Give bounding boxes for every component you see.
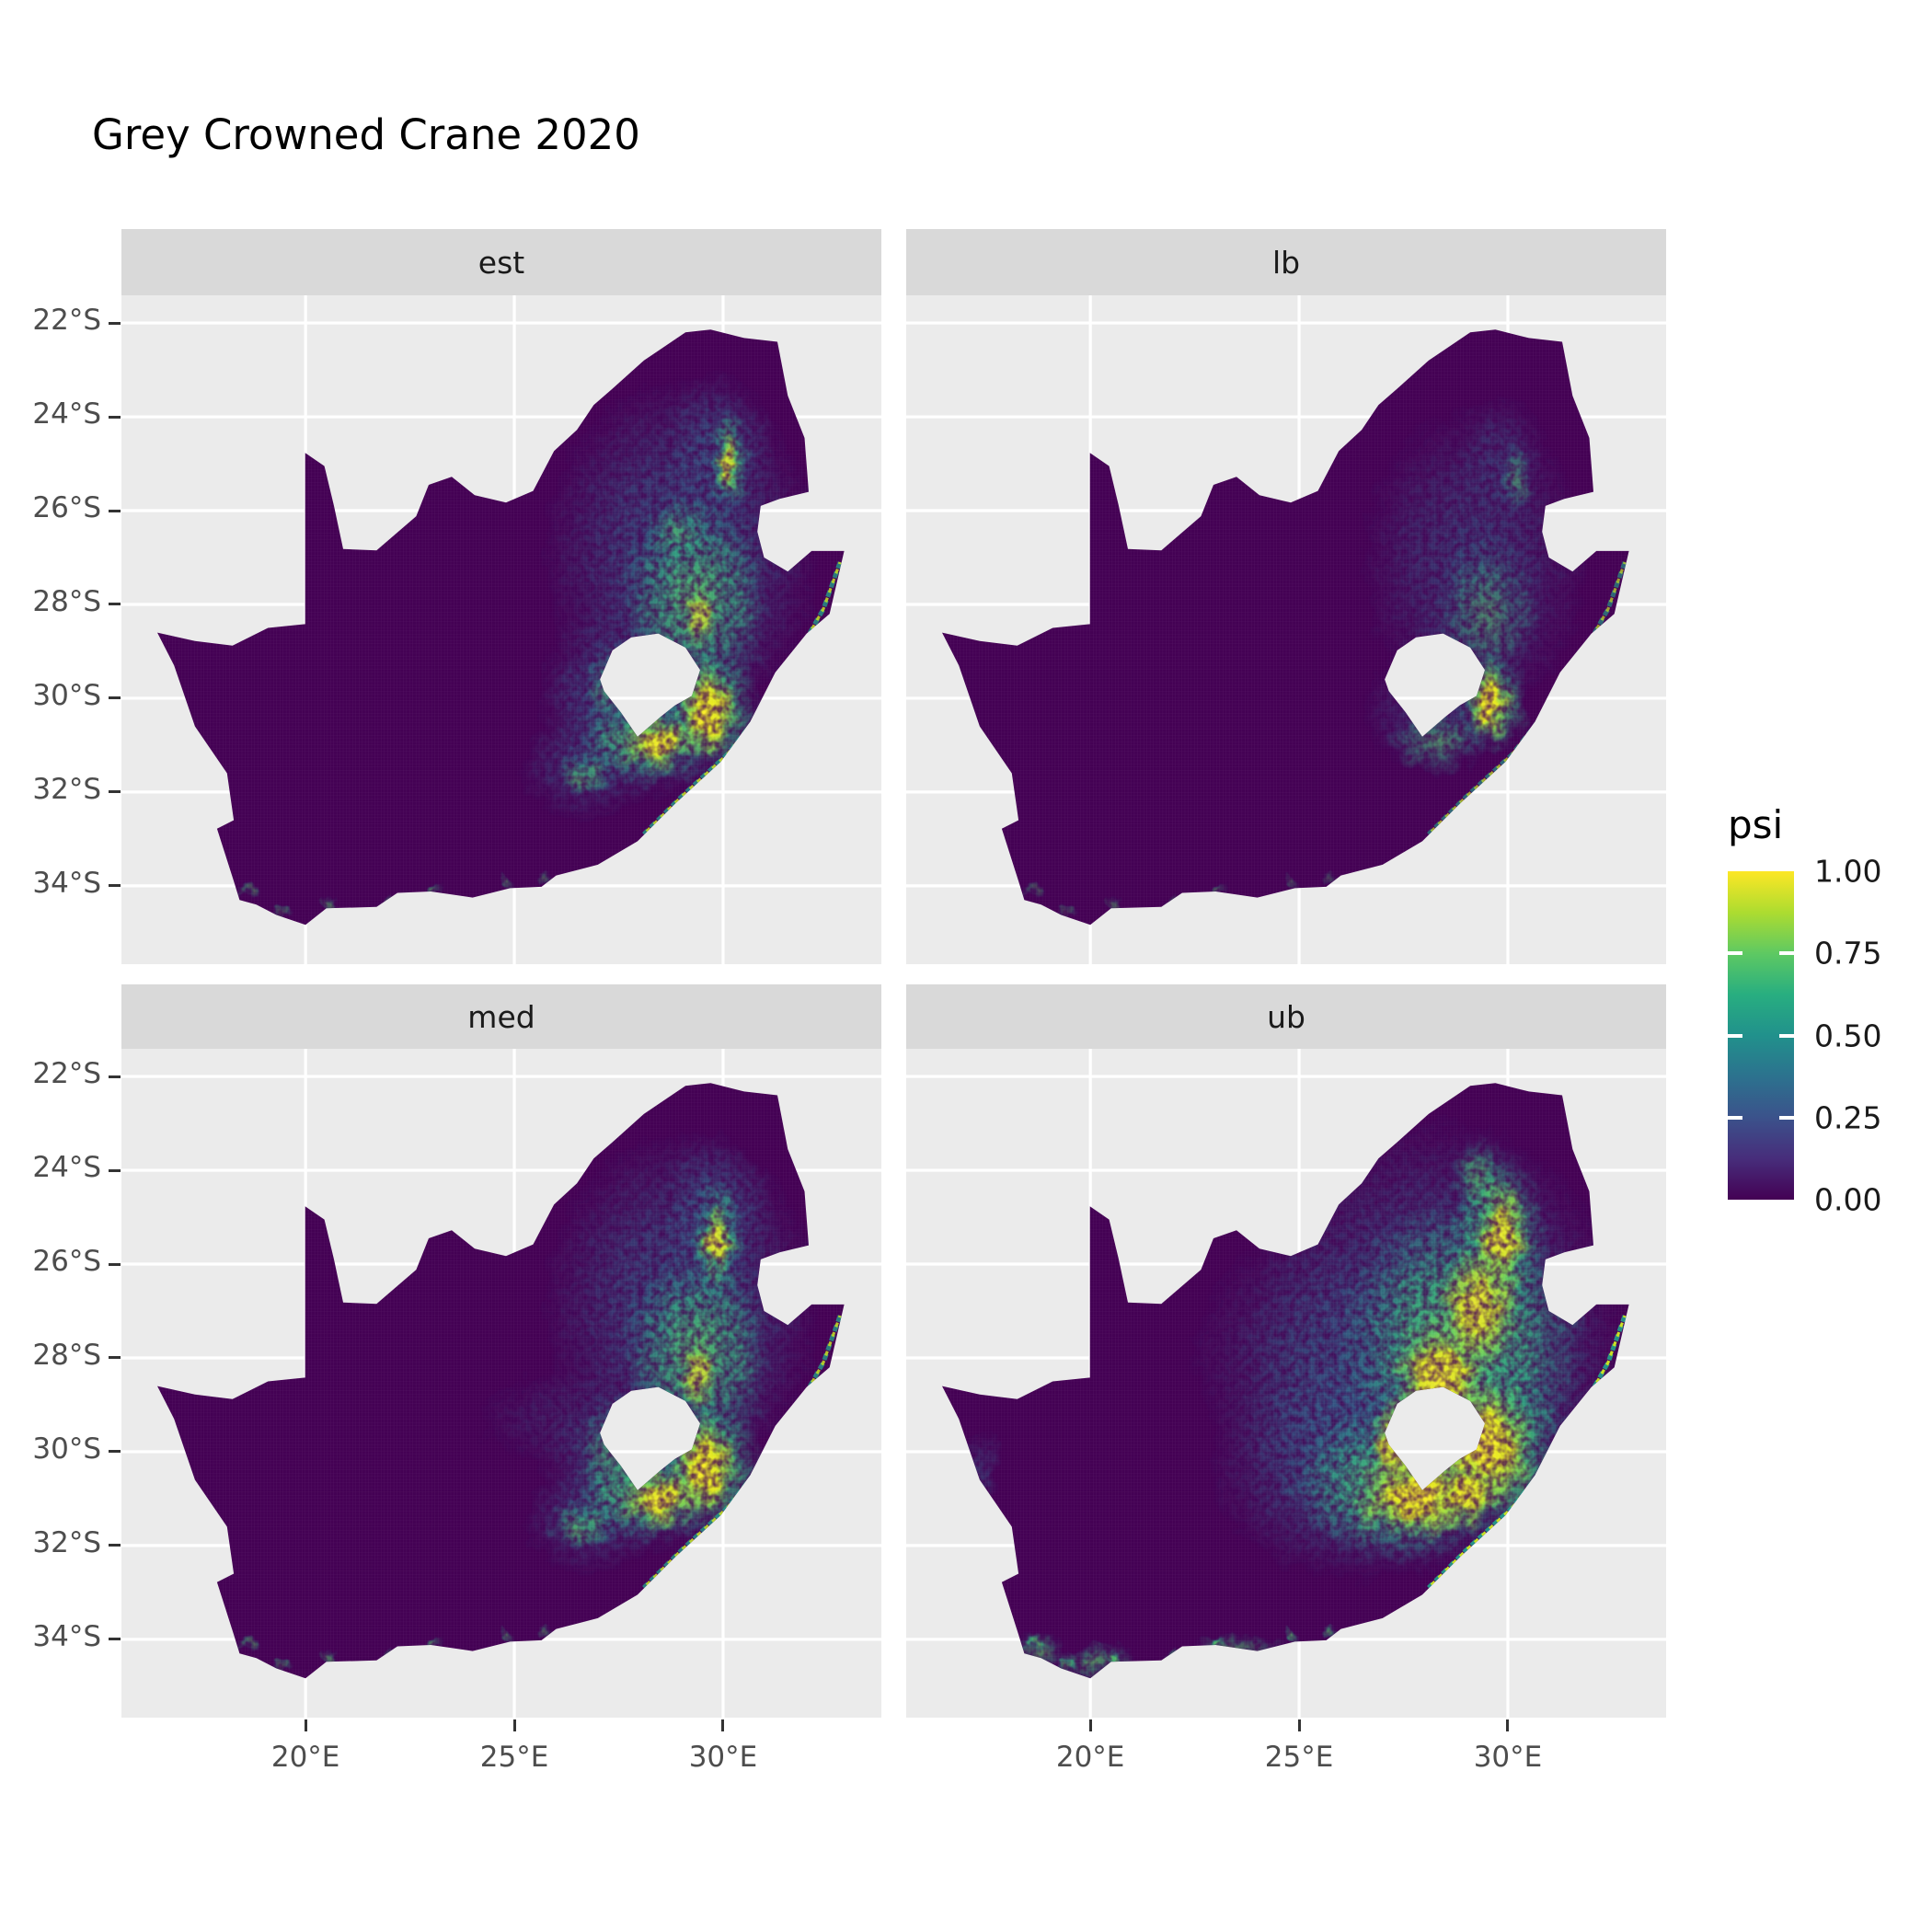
facet-strip-label: est: [477, 244, 525, 281]
y-axis-tick: [109, 1356, 121, 1360]
x-axis-label: 30°E: [688, 1741, 758, 1774]
facet-panel-lb: [906, 295, 1666, 968]
facet-map-ub: [906, 1049, 1666, 1718]
y-axis-label: 22°S: [32, 304, 101, 338]
plot-title: Grey Crowned Crane 2020: [92, 110, 640, 159]
legend-tick-label: 0.25: [1814, 1099, 1882, 1136]
legend-tick: [1728, 951, 1742, 956]
facet-strip-label: ub: [1267, 998, 1305, 1035]
y-axis-label: 26°S: [32, 1245, 101, 1278]
y-axis-tick: [109, 1638, 121, 1641]
x-axis-label: 25°E: [479, 1741, 549, 1774]
y-axis-tick: [109, 696, 121, 700]
legend-tick: [1779, 1115, 1794, 1120]
y-axis-label: 22°S: [32, 1057, 101, 1091]
legend-title: psi: [1728, 802, 1784, 847]
facet-panel-ub: [906, 1049, 1666, 1721]
x-axis-tick: [512, 1719, 516, 1731]
y-axis-label: 30°S: [32, 1432, 101, 1466]
y-axis-tick: [109, 321, 121, 325]
facet-strip-lb: lb: [906, 229, 1666, 295]
y-axis-tick: [109, 1168, 121, 1172]
legend-tick-label: 0.00: [1814, 1181, 1882, 1218]
facet-map-lb: [906, 295, 1666, 964]
y-axis-tick: [109, 509, 121, 512]
x-axis-tick: [1088, 1719, 1092, 1731]
x-axis-label: 20°E: [1055, 1741, 1125, 1774]
facet-panel-est: [121, 295, 881, 968]
y-axis-label: 34°S: [32, 866, 101, 900]
legend-tick: [1728, 1033, 1742, 1038]
facet-strip-med: med: [121, 984, 881, 1049]
y-axis-label: 24°S: [32, 397, 101, 431]
y-axis-label: 28°S: [32, 1338, 101, 1372]
y-axis-label: 28°S: [32, 584, 101, 618]
facet-map-est: [121, 295, 881, 964]
facet-panel-med: [121, 1049, 881, 1721]
facet-map-med: [121, 1049, 881, 1718]
y-axis-tick: [109, 603, 121, 606]
legend-tick: [1728, 1115, 1742, 1120]
y-axis-label: 32°S: [32, 772, 101, 806]
x-axis-label: 20°E: [270, 1741, 340, 1774]
y-axis-tick: [109, 1450, 121, 1454]
y-axis-label: 26°S: [32, 491, 101, 524]
x-axis-tick: [1297, 1719, 1301, 1731]
facet-strip-label: lb: [1271, 244, 1301, 281]
y-axis-tick: [109, 1075, 121, 1078]
y-axis-tick: [109, 790, 121, 794]
y-axis-tick: [109, 1262, 121, 1266]
legend-tick: [1779, 951, 1794, 956]
x-axis-tick: [721, 1719, 725, 1731]
legend-tick-label: 0.75: [1814, 935, 1882, 972]
facet-strip-label: med: [467, 998, 535, 1035]
facet-strip-est: est: [121, 229, 881, 295]
facet-strip-ub: ub: [906, 984, 1666, 1049]
x-axis-tick: [304, 1719, 307, 1731]
y-axis-label: 30°S: [32, 678, 101, 712]
x-axis-label: 25°E: [1264, 1741, 1334, 1774]
y-axis-tick: [109, 1544, 121, 1547]
legend-tick: [1779, 1033, 1794, 1038]
y-axis-tick: [109, 415, 121, 419]
y-axis-label: 32°S: [32, 1525, 101, 1559]
x-axis-tick: [1506, 1719, 1510, 1731]
x-axis-label: 30°E: [1473, 1741, 1543, 1774]
y-axis-label: 24°S: [32, 1151, 101, 1185]
y-axis-tick: [109, 884, 121, 888]
legend-tick-label: 0.50: [1814, 1018, 1882, 1053]
y-axis-label: 34°S: [32, 1619, 101, 1653]
legend-tick-label: 1.00: [1814, 853, 1882, 890]
